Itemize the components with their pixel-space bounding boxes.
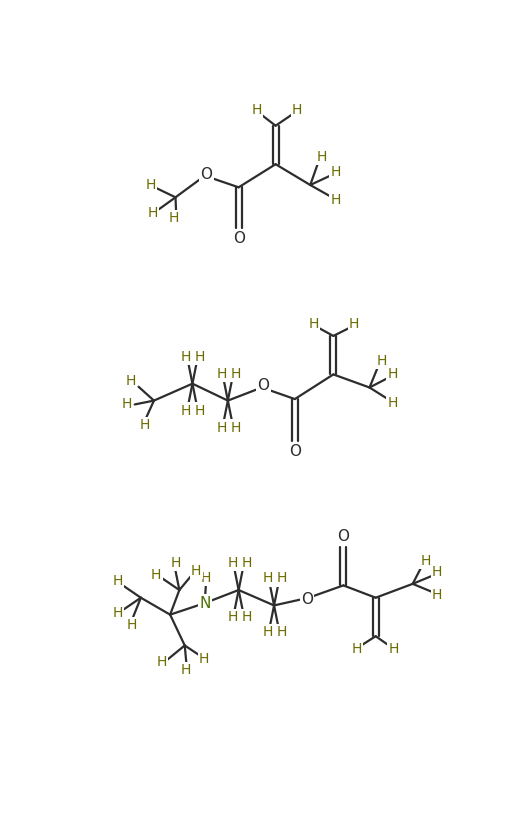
Text: H: H — [122, 398, 132, 412]
Text: H: H — [169, 212, 179, 226]
Text: H: H — [126, 618, 137, 632]
Text: H: H — [181, 403, 192, 417]
Text: H: H — [309, 318, 319, 332]
Text: O: O — [200, 167, 212, 182]
Text: H: H — [217, 367, 227, 381]
Text: H: H — [217, 421, 227, 435]
Text: H: H — [432, 565, 442, 579]
Text: H: H — [352, 642, 362, 656]
Text: H: H — [195, 350, 205, 364]
Text: H: H — [230, 421, 241, 435]
Text: H: H — [191, 564, 201, 578]
Text: O: O — [301, 592, 313, 607]
Text: H: H — [388, 367, 398, 381]
Text: H: H — [199, 653, 209, 667]
Text: H: H — [151, 568, 161, 582]
Text: H: H — [376, 354, 387, 368]
Text: H: H — [140, 418, 150, 432]
Text: H: H — [241, 556, 252, 570]
Text: H: H — [181, 663, 192, 677]
Text: H: H — [157, 655, 167, 669]
Text: H: H — [330, 165, 341, 179]
Text: H: H — [277, 571, 287, 585]
Text: H: H — [230, 367, 241, 381]
Text: H: H — [349, 318, 359, 332]
Text: H: H — [126, 374, 136, 388]
Text: O: O — [289, 444, 301, 459]
Text: H: H — [251, 104, 262, 118]
Text: H: H — [421, 554, 431, 568]
Text: H: H — [113, 606, 123, 620]
Text: H: H — [145, 178, 156, 192]
Text: H: H — [195, 403, 205, 417]
Text: H: H — [147, 206, 158, 220]
Text: O: O — [337, 529, 349, 544]
Text: H: H — [113, 574, 123, 588]
Text: H: H — [277, 625, 287, 639]
Text: H: H — [388, 396, 398, 410]
Text: H: H — [330, 193, 341, 207]
Text: H: H — [316, 150, 327, 164]
Text: H: H — [181, 350, 192, 364]
Text: H: H — [227, 610, 238, 624]
Text: O: O — [258, 379, 269, 393]
Text: H: H — [241, 610, 252, 624]
Text: H: H — [201, 570, 211, 584]
Text: N: N — [199, 596, 210, 611]
Text: H: H — [227, 556, 238, 570]
Text: H: H — [170, 556, 181, 570]
Text: H: H — [263, 625, 273, 639]
Text: H: H — [432, 588, 442, 602]
Text: H: H — [263, 571, 273, 585]
Text: H: H — [388, 642, 399, 656]
Text: H: H — [292, 104, 302, 118]
Text: O: O — [233, 230, 245, 245]
